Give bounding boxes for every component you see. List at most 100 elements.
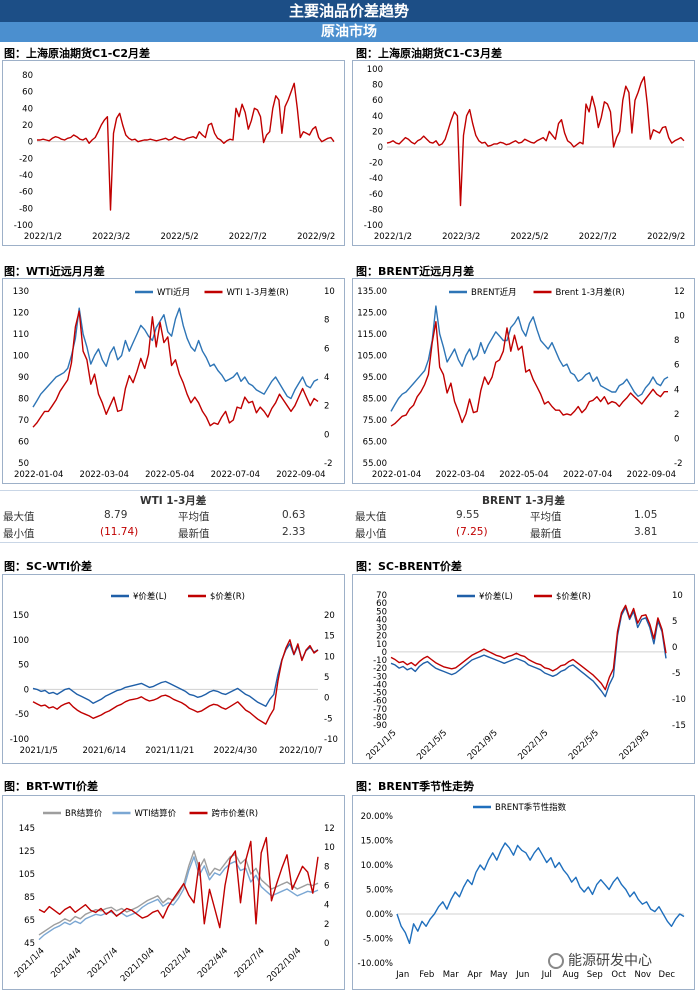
chart-c2: -100 -80 -60 -40 -20 0 20 40 60 80 100 2022/1/2 2022… [352,60,695,246]
min-value: (7.25) [456,526,488,538]
x-tick-label: 2021/6/14 [82,746,126,756]
x-tick-label: Nov [634,970,651,980]
y-tick-label: 95.00 [363,373,387,383]
x-tick-label: 2022/4/4 [196,946,230,980]
series-line-0 [32,307,319,408]
y-tick-label: 80 [372,81,383,91]
y-tick-label: 10 [376,640,387,650]
y-tick-label: 40 [22,104,33,114]
divider [0,490,698,491]
y-tick-label: 110 [13,330,29,340]
y-tick-label: 60 [18,438,29,448]
series-line-1 [32,310,319,428]
max-label: 最大值 [3,511,35,523]
y-tick-label: 85.00 [363,395,387,405]
y-tick-label: 135.00 [357,287,387,297]
y2-tick-label: 15 [324,632,335,642]
y2-tick-label: 10 [324,843,335,853]
chart-svg: -90-80-70-60-50-40-30-20-100102030405060… [365,591,686,762]
y-tick-label: 50 [18,661,29,671]
x-tick-label: Oct [611,970,626,980]
x-tick-label: 2021/1/5 [20,746,58,756]
avg-label: 平均值 [178,511,210,523]
chart-c8: -10.00% -5.00% 0.00% 5.00% 10.00% 15.00% 20.00… [352,795,695,990]
stats-wti: WTI 1-3月差 最大值 8.79 平均值 0.63 最小值 (11.74) … [0,491,349,541]
y2-tick-label: 12 [674,287,685,297]
x-tick-label: 2022/5/2 [160,232,198,242]
y2-tick-label: 5 [324,673,329,683]
chart-c3: 50 60 70 80 90 100 110 120 130 -2 0 2 4 6 8 10 2022-01-0… [2,278,345,484]
y-tick-label: 60 [376,599,387,609]
y2-tick-label: 0 [324,939,329,949]
stats-title: BRENT 1-3月差 [482,495,565,507]
y-tick-label: 65 [24,916,35,926]
divider [0,542,698,543]
x-tick-label: 2022/1/2 [24,232,62,242]
series-line-0 [38,850,319,936]
y-tick-label: 20 [376,632,387,642]
x-tick-label: 2022-09-04 [627,470,676,480]
legend-label: $价差(R) [210,591,245,602]
chart-svg: -10.00% -5.00% 0.00% 5.00% 10.00% 15.00% 20.00… [358,802,685,980]
chart-title-c8: 图：BRENT季节性走势 [356,780,475,793]
y-tick-label: 100 [367,65,383,75]
y2-tick-label: -10 [324,735,338,745]
x-tick-label: 2022/9/2 [297,232,335,242]
y-tick-label: -5.00% [363,935,393,945]
x-tick-label: Jun [515,970,529,980]
x-tick-label: 2021/10/4 [119,946,157,984]
y-tick-label: 85 [24,893,35,903]
x-tick-label: 2022-05-04 [145,470,194,480]
y2-tick-label: 10 [674,312,685,322]
y-tick-label: -40 [19,171,33,181]
y2-tick-label: -2 [324,459,332,469]
y2-tick-label: -10 [672,695,686,705]
min-value: (11.74) [100,526,139,538]
y-tick-label: -80 [369,205,383,215]
y-tick-label: 100 [13,636,29,646]
y-tick-label: -20 [373,664,387,674]
y2-tick-label: 6 [324,882,329,892]
y-tick-label: 70 [376,591,387,601]
x-tick-label: 2022-07-04 [563,470,612,480]
y2-tick-label: 0 [672,643,677,653]
chart-title-c7: 图：BRT-WTI价差 [4,780,99,793]
x-tick-label: 2022/7/2 [229,232,267,242]
wechat-icon [548,953,564,969]
x-tick-label: 2022/3/2 [442,232,480,242]
y-tick-label: 130 [13,287,29,297]
max-label: 最大值 [355,511,387,523]
x-tick-label: 2022/1/4 [159,946,193,980]
y2-tick-label: 2 [324,402,329,412]
y-tick-label: 10.00% [361,861,393,871]
chart-svg: -100 -80 -60 -40 -20 0 20 40 60 80 2022/1/2 2022/3/… [14,71,336,242]
x-tick-label: Sep [587,970,603,980]
series-line-1 [38,856,319,941]
series-line-1 [390,321,668,427]
x-tick-label: Feb [419,970,434,980]
y-tick-label: -20 [19,154,33,164]
y-tick-label: 150 [13,611,29,621]
chart-c5: -100 -50 0 50 100 150 -10 -5 0 5 10 15 20 2021/1/5 202… [2,574,345,764]
y-tick-label: -30 [373,672,387,682]
y-tick-label: 0 [378,143,383,153]
section-title: 原油市场 [0,22,698,42]
y2-tick-label: 0 [674,434,679,444]
legend-label: ¥价差(L) [133,591,167,602]
x-tick-label: Jul [541,970,552,980]
y-tick-label: 55.00 [363,459,387,469]
y2-tick-label: 2 [324,920,329,930]
x-tick-label: 2021/1/4 [13,946,47,980]
x-tick-label: 2022-03-04 [436,470,485,480]
y2-tick-label: 4 [674,385,679,395]
latest-label: 最新值 [178,528,210,540]
legend-label: BRENT季节性指数 [495,802,567,813]
legend-label: Brent 1-3月差(R) [556,287,625,298]
y-tick-label: -60 [19,188,33,198]
x-tick-label: 2022/7/4 [233,946,267,980]
y-tick-label: -40 [369,174,383,184]
legend-label: BR结算价 [65,808,103,819]
y2-tick-label: -5 [324,714,332,724]
x-tick-label: 2022/4/30 [214,746,258,756]
